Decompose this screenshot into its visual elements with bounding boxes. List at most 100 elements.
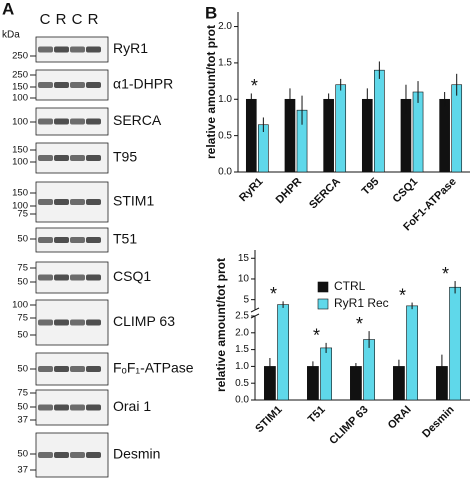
bar <box>451 84 463 173</box>
band <box>86 199 101 205</box>
marker-label: 37 <box>17 415 28 426</box>
marker-label: 50 <box>17 449 28 460</box>
panel-letter: A <box>2 0 14 18</box>
marker-label: 50 <box>17 234 28 245</box>
x-tick-label: STIM1 <box>253 404 284 435</box>
legend-swatch <box>317 281 329 293</box>
significance: * <box>399 285 406 305</box>
y-tick-label: 1.5 <box>218 58 232 69</box>
marker-label: 100 <box>12 201 28 212</box>
bar <box>277 304 289 401</box>
marker-label: 75 <box>17 388 28 399</box>
y-tick-label: 5 <box>243 294 249 305</box>
band <box>38 274 53 281</box>
band <box>86 452 101 458</box>
lane-label: R <box>88 11 99 28</box>
band <box>54 452 69 458</box>
x-tick-label: RyR1 <box>237 176 265 204</box>
band <box>70 118 85 125</box>
blot-label: CSQ1 <box>113 268 151 284</box>
band <box>54 366 69 372</box>
marker-label: 100 <box>12 117 28 128</box>
blot-label: Orai 1 <box>113 398 151 414</box>
blot-label: STIM1 <box>113 193 154 209</box>
blot-label: CLIMP 63 <box>113 313 175 329</box>
bar <box>374 69 385 173</box>
x-tick-label: CSQ1 <box>390 176 420 206</box>
marker-label: 37 <box>17 465 28 476</box>
blot-label: α1-DHPR <box>113 76 173 92</box>
band <box>54 46 69 53</box>
blot-label: Desmin <box>113 446 160 462</box>
band <box>70 366 85 372</box>
band <box>70 319 85 326</box>
marker-label: 150 <box>12 145 28 156</box>
band <box>70 237 85 243</box>
marker-label: 50 <box>17 364 28 375</box>
band <box>54 118 69 125</box>
y-tick-label: 0.0 <box>218 167 232 178</box>
y-tick-label: 1.0 <box>218 94 232 105</box>
marker-label: 150 <box>12 188 28 199</box>
significance: * <box>251 76 258 96</box>
band <box>86 118 101 125</box>
lane-label: C <box>40 11 51 28</box>
y-tick-label: 2.5 <box>235 311 249 322</box>
y-tick-label: 2.0 <box>235 327 249 338</box>
band <box>38 46 53 53</box>
bar <box>320 347 332 401</box>
marker-label: 250 <box>12 70 28 81</box>
bar <box>350 366 362 401</box>
y-tick-label: 1.5 <box>235 344 249 355</box>
band <box>54 319 69 326</box>
marker-label: 250 <box>12 51 28 62</box>
marker-label: 100 <box>12 93 28 104</box>
blot-label: RyR1 <box>113 40 148 56</box>
legend-label: CTRL <box>334 279 366 293</box>
blot-label: SERCA <box>113 112 162 128</box>
significance: * <box>356 314 363 334</box>
band <box>70 404 85 411</box>
band <box>54 155 69 161</box>
x-tick-label: DHPR <box>274 176 305 207</box>
y-axis-title: relative amount/tot prot <box>214 258 228 392</box>
marker-label: 100 <box>12 300 28 311</box>
band <box>54 82 69 88</box>
marker-label: 75 <box>17 313 28 324</box>
x-tick-label: T51 <box>306 404 328 426</box>
significance: * <box>442 264 449 284</box>
bar <box>406 305 418 401</box>
y-tick-label: 1.0 <box>235 361 249 372</box>
marker-label: 75 <box>17 209 28 220</box>
band <box>86 237 101 243</box>
bar <box>439 98 450 173</box>
band <box>54 404 69 411</box>
band <box>70 274 85 281</box>
x-tick-label: T95 <box>360 176 382 198</box>
marker-label: 75 <box>17 263 28 274</box>
band <box>86 46 101 53</box>
x-tick-label: Desmin <box>420 404 457 441</box>
panel-letter: B <box>205 3 217 22</box>
band <box>38 82 53 88</box>
band <box>38 366 53 372</box>
band <box>70 46 85 53</box>
y-tick-label: 2.0 <box>218 21 232 32</box>
band <box>70 452 85 458</box>
axis-break <box>250 313 260 319</box>
band <box>86 319 101 326</box>
bar <box>412 91 424 173</box>
marker-label: 50 <box>17 402 28 413</box>
marker-label: 100 <box>12 157 28 168</box>
axis-break <box>250 307 260 313</box>
band <box>86 274 101 281</box>
band <box>70 82 85 88</box>
band <box>38 199 53 205</box>
band <box>38 404 53 411</box>
bar <box>335 84 347 173</box>
y-axis-title: relative amount/tot prot <box>204 25 218 159</box>
y-tick-label: 10 <box>238 274 250 285</box>
significance: * <box>270 284 277 304</box>
marker-label: 50 <box>17 277 28 288</box>
